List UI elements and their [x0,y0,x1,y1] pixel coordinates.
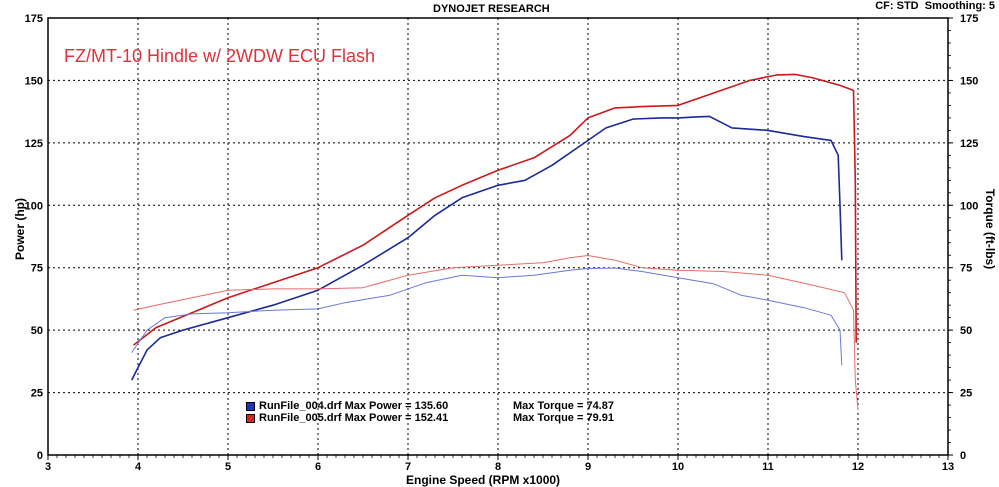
chart-header-settings: CF: STD Smoothing: 5 [875,0,995,12]
y-tick-label-left: 150 [25,75,43,87]
y-axis-right-title: Torque (ft-lbs) [983,188,997,270]
y-tick-label-right: 125 [960,138,978,150]
y-tick-label-left: 25 [31,388,43,400]
y-tick-label-right: 50 [960,325,972,337]
y-tick-label-left: 175 [25,13,43,25]
grid [48,18,948,455]
legend: RunFile_004.drf Max Power = 135.60 Max T… [246,400,614,424]
x-tick-label: 3 [45,461,51,473]
y-tick-label-right: 175 [960,13,978,25]
legend-item-run004: RunFile_004.drf Max Power = 135.60 Max T… [246,400,614,412]
x-tick-label: 12 [852,461,864,473]
legend-run004-torque: Max Torque = 74.87 [513,400,614,412]
legend-swatch-run004 [246,401,255,411]
series-line-3 [131,267,843,366]
legend-run005-torque: Max Torque = 79.91 [513,412,614,424]
x-tick-label: 5 [225,461,231,473]
series-line-1 [130,115,843,381]
legend-run004-power: RunFile_004.drf Max Power = 135.60 [259,400,449,412]
y-tick-label-right: 75 [960,263,972,275]
x-tick-label: 13 [942,461,954,473]
ticks: 3 4 5 6 7 8 9 10 11 12 13 0 0 25 25 50 50 75 75 100 100 125 12… [25,13,979,473]
y-tick-label-left: 75 [31,263,43,275]
legend-item-run005: RunFile_005.drf Max Power = 152.41 Max T… [246,412,614,424]
chart-overlay-title: FZ/MT-10 Hindle w/ 2WDW ECU Flash [64,46,376,66]
legend-swatch-run005 [246,413,255,423]
x-tick-label: 8 [495,461,501,473]
y-axis-left-title: Power (hp) [13,198,27,260]
x-tick-label: 7 [405,461,411,473]
y-tick-label-left: 50 [31,325,43,337]
chart-header-title: DYNOJET RESEARCH [433,3,550,15]
plot-area [47,17,949,456]
y-tick-label-right: 0 [960,450,966,462]
x-tick-label: 4 [135,461,142,473]
series-line-2 [133,73,857,346]
y-tick-label-left: 0 [37,450,43,462]
x-tick-label: 11 [762,461,774,473]
legend-run005-power: RunFile_005.drf Max Power = 152.41 [259,412,449,424]
x-tick-label: 6 [315,461,321,473]
series-lines [130,73,859,411]
y-tick-label-right: 100 [960,200,978,212]
series-line-4 [133,255,859,411]
x-axis-title: Engine Speed (RPM x1000) [406,473,561,487]
y-tick-label-left: 100 [25,200,43,212]
x-tick-label: 9 [585,461,591,473]
y-tick-label-right: 150 [960,75,978,87]
y-tick-label-left: 125 [25,138,43,150]
y-tick-label-right: 25 [960,388,972,400]
x-tick-label: 10 [672,461,684,473]
